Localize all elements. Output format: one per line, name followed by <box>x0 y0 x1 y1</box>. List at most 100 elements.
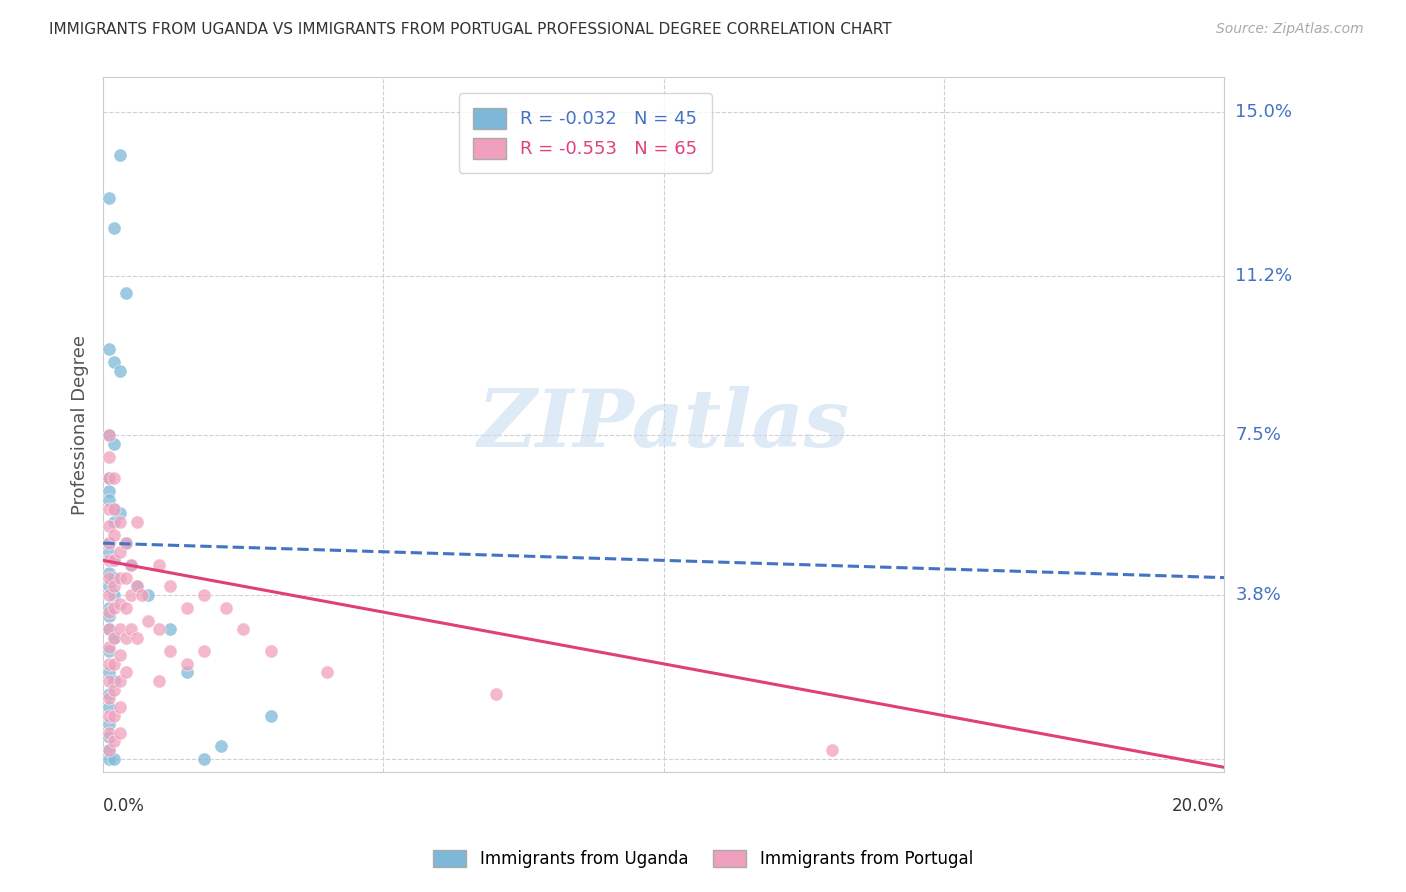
Point <box>103 571 125 585</box>
Legend: R = -0.032   N = 45, R = -0.553   N = 65: R = -0.032 N = 45, R = -0.553 N = 65 <box>458 94 711 173</box>
Point <box>97 493 120 508</box>
Point <box>103 527 125 541</box>
Point <box>103 553 125 567</box>
Point <box>114 536 136 550</box>
Point <box>316 665 339 680</box>
Text: ZIPatlas: ZIPatlas <box>478 386 849 463</box>
Point <box>108 648 131 663</box>
Point <box>125 579 148 593</box>
Point <box>108 597 131 611</box>
Point <box>97 566 120 581</box>
Point <box>176 665 198 680</box>
Point <box>103 501 125 516</box>
Point <box>260 644 283 658</box>
Text: 11.2%: 11.2% <box>1236 267 1292 285</box>
Point <box>97 752 120 766</box>
Point <box>103 515 125 529</box>
Point <box>103 682 125 697</box>
Point <box>114 286 136 301</box>
Point <box>125 631 148 645</box>
Point <box>120 558 142 572</box>
Point <box>103 471 125 485</box>
Point <box>136 614 159 628</box>
Point <box>103 631 125 645</box>
Point <box>97 623 120 637</box>
Point <box>120 558 142 572</box>
Point <box>103 752 125 766</box>
Point <box>97 536 120 550</box>
Point <box>97 665 120 680</box>
Text: Source: ZipAtlas.com: Source: ZipAtlas.com <box>1216 22 1364 37</box>
Text: 15.0%: 15.0% <box>1236 103 1292 121</box>
Point <box>97 571 120 585</box>
Point <box>108 506 131 520</box>
Point <box>97 708 120 723</box>
Point <box>108 726 131 740</box>
Point <box>108 364 131 378</box>
Point <box>114 665 136 680</box>
Point <box>97 471 120 485</box>
Point <box>97 545 120 559</box>
Point <box>97 623 120 637</box>
Point <box>148 674 170 689</box>
Point <box>114 631 136 645</box>
Point <box>97 450 120 464</box>
Point <box>97 605 120 619</box>
Point <box>120 588 142 602</box>
Point <box>97 743 120 757</box>
Point <box>103 734 125 748</box>
Point <box>97 484 120 499</box>
Point <box>97 588 120 602</box>
Point <box>97 428 120 442</box>
Point <box>176 600 198 615</box>
Text: IMMIGRANTS FROM UGANDA VS IMMIGRANTS FROM PORTUGAL PROFESSIONAL DEGREE CORRELATI: IMMIGRANTS FROM UGANDA VS IMMIGRANTS FRO… <box>49 22 891 37</box>
Legend: Immigrants from Uganda, Immigrants from Portugal: Immigrants from Uganda, Immigrants from … <box>426 843 980 875</box>
Point <box>97 471 120 485</box>
Point <box>114 571 136 585</box>
Point <box>97 342 120 356</box>
Point <box>125 579 148 593</box>
Text: 3.8%: 3.8% <box>1236 586 1281 604</box>
Y-axis label: Professional Degree: Professional Degree <box>72 334 89 515</box>
Text: 20.0%: 20.0% <box>1171 797 1225 814</box>
Point <box>97 687 120 701</box>
Point <box>108 674 131 689</box>
Point <box>97 600 120 615</box>
Point <box>97 640 120 654</box>
Point <box>97 501 120 516</box>
Text: 0.0%: 0.0% <box>103 797 145 814</box>
Point <box>103 708 125 723</box>
Point <box>108 623 131 637</box>
Point <box>97 743 120 757</box>
Point <box>103 355 125 369</box>
Point <box>103 600 125 615</box>
Point <box>97 717 120 731</box>
Point <box>97 691 120 706</box>
Point <box>97 579 120 593</box>
Point <box>97 674 120 689</box>
Text: 7.5%: 7.5% <box>1236 426 1281 444</box>
Point <box>97 428 120 442</box>
Point <box>484 687 506 701</box>
Point <box>125 515 148 529</box>
Point <box>209 739 232 753</box>
Point <box>193 752 215 766</box>
Point <box>97 191 120 205</box>
Point <box>108 700 131 714</box>
Point <box>108 148 131 162</box>
Point <box>131 588 153 602</box>
Point <box>176 657 198 671</box>
Point <box>114 600 136 615</box>
Point <box>108 515 131 529</box>
Point <box>97 553 120 567</box>
Point <box>260 708 283 723</box>
Point <box>103 631 125 645</box>
Point <box>193 644 215 658</box>
Point <box>97 536 120 550</box>
Point <box>103 579 125 593</box>
Point <box>97 609 120 624</box>
Point <box>103 501 125 516</box>
Point <box>103 674 125 689</box>
Point <box>215 600 238 615</box>
Point <box>97 644 120 658</box>
